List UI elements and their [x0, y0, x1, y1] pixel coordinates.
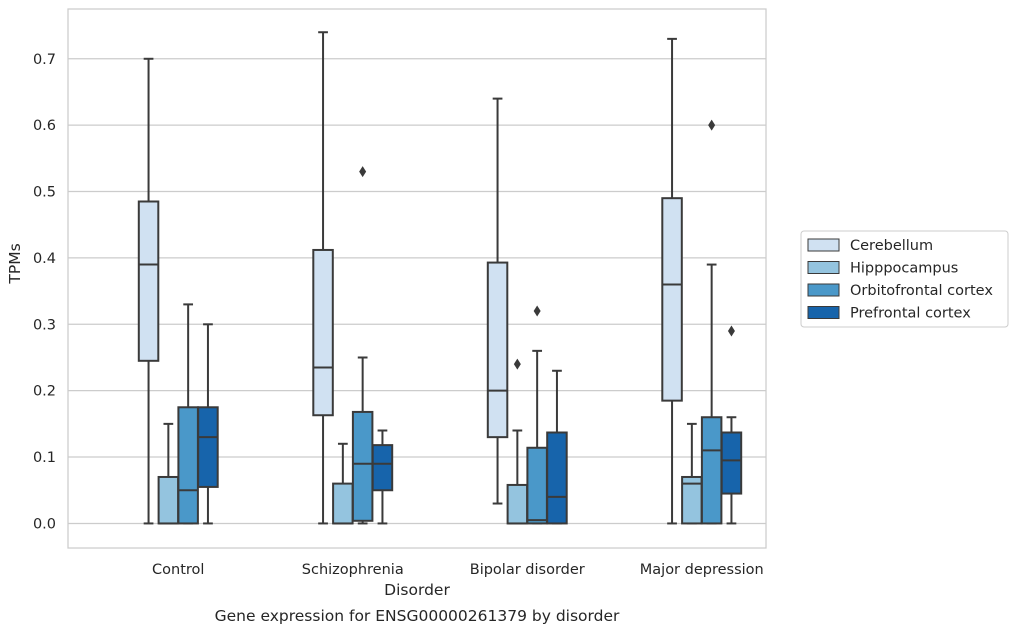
box-body [661, 197, 683, 402]
box-body [371, 444, 394, 492]
legend-label: Orbitofrontal cortex [850, 283, 993, 299]
legend-swatch [807, 283, 840, 297]
x-tick-label: Major depression [640, 562, 764, 578]
legend: Cerebellum Hipppocampus Orbitofrontal cort… [800, 230, 1009, 328]
y-tick-label: 0.3 [33, 317, 56, 333]
outlier-point [708, 119, 716, 131]
box-hipppocampus [332, 442, 354, 525]
x-axis-label: Disorder [384, 581, 450, 599]
y-tick-label: 0.4 [33, 251, 56, 267]
legend-label: Cerebellum [850, 238, 933, 254]
y-axis-label: TPMs [6, 243, 24, 284]
y-axis-ticks: 0.0 0.1 0.2 0.3 0.4 0.5 0.6 0.7 [33, 52, 56, 533]
y-tick-label: 0.6 [33, 118, 56, 134]
box-body [197, 406, 219, 488]
box-body [720, 431, 743, 495]
outlier-point [513, 358, 521, 370]
box-prefrontal-cortex [371, 429, 394, 525]
box-hipppocampus [681, 422, 703, 525]
plot-frame [67, 8, 767, 549]
box-body [546, 431, 568, 525]
box-body [506, 483, 529, 525]
outlier-point [359, 166, 367, 178]
y-tick-label: 0.0 [33, 516, 56, 532]
y-tick-label: 0.1 [33, 450, 56, 466]
box-prefrontal-cortex [720, 325, 743, 525]
y-tick-label: 0.5 [33, 185, 56, 201]
box-cerebellum [661, 37, 683, 525]
box-body [312, 248, 334, 417]
outlier-point [533, 305, 541, 317]
outlier-point [727, 325, 735, 337]
plot-marks [137, 31, 743, 525]
box-prefrontal-cortex [197, 323, 219, 525]
box-hipppocampus [506, 358, 529, 525]
box-cerebellum [486, 97, 509, 505]
y-tick-label: 0.7 [33, 52, 56, 68]
legend-swatch [807, 238, 840, 252]
x-tick-label: Control [152, 562, 204, 578]
chart-caption: Gene expression for ENSG00000261379 by d… [215, 607, 620, 625]
box-body [486, 261, 509, 439]
x-tick-label: Bipolar disorder [470, 562, 585, 578]
box-body [137, 200, 160, 362]
box-body [157, 475, 180, 525]
box-body [351, 410, 374, 522]
legend-swatch [807, 261, 840, 274]
box-body [332, 482, 354, 525]
legend-label: Hipppocampus [850, 261, 958, 277]
y-tick-label: 0.2 [33, 384, 56, 400]
box-body [526, 446, 548, 525]
box-cerebellum [137, 57, 160, 525]
box-cerebellum [312, 31, 334, 525]
legend-label: Prefrontal cortex [850, 306, 971, 322]
box-orbitofrontal-cortex [351, 166, 374, 525]
legend-frame [800, 230, 1009, 328]
x-tick-label: Schizophrenia [302, 562, 404, 578]
x-axis-ticks: Control Schizophrenia Bipolar disorder Majo… [152, 562, 764, 578]
box-hipppocampus [157, 422, 180, 525]
box-prefrontal-cortex [546, 369, 568, 525]
box-body [177, 406, 199, 525]
box-body [700, 416, 723, 525]
legend-swatch [807, 306, 840, 319]
